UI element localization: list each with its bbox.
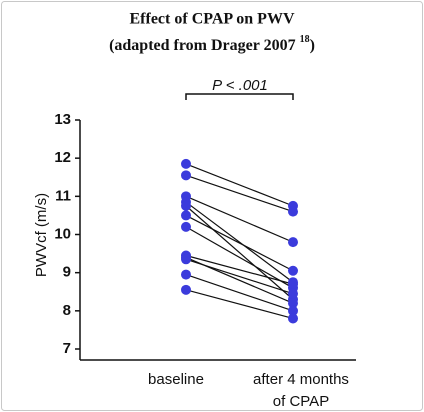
point	[181, 210, 191, 221]
subtitle-superscript: 18	[300, 34, 310, 45]
y-tick-label: 13	[54, 111, 71, 128]
point	[288, 313, 298, 324]
point	[288, 206, 298, 217]
point	[288, 237, 298, 248]
y-axis-label: PWVcf (m/s)	[33, 193, 50, 277]
point	[181, 254, 191, 265]
subject-line	[185, 254, 294, 285]
subject-line	[185, 274, 294, 312]
point	[288, 265, 298, 276]
subject-line	[185, 258, 294, 295]
subtitle-text: )	[310, 37, 315, 54]
point	[288, 305, 298, 316]
subject-line	[185, 289, 294, 320]
x-tick-label: after 4 months	[253, 371, 349, 388]
point	[288, 288, 298, 299]
point	[181, 284, 191, 295]
y-tick-label: 11	[55, 187, 71, 204]
chart-title: Effect of CPAP on PWV	[130, 11, 295, 28]
subject-line	[185, 214, 294, 272]
point	[181, 158, 191, 169]
point	[181, 221, 191, 232]
subject-line	[185, 195, 294, 243]
y-tick-label: 8	[63, 302, 71, 319]
x-tick-label: of CPAP	[273, 393, 329, 410]
point	[181, 170, 191, 181]
annotation: P < .001	[212, 77, 268, 94]
subtitle-text: (adapted from Drager 2007	[109, 37, 300, 54]
x-tick-label: baseline	[148, 371, 204, 388]
subject-line	[185, 205, 294, 300]
point	[181, 269, 191, 280]
subject-line	[185, 226, 294, 289]
subject-line	[185, 163, 294, 207]
y-tick-label: 9	[63, 264, 71, 281]
y-tick-label: 12	[54, 149, 71, 166]
y-tick-label: 7	[63, 340, 71, 357]
point	[288, 279, 298, 290]
point	[288, 298, 298, 309]
point	[181, 200, 191, 211]
y-tick-label: 10	[54, 225, 71, 242]
subject-line	[185, 201, 294, 283]
chart-subtitle: (adapted from Drager 2007 18)	[109, 34, 315, 53]
subject-line	[185, 174, 294, 213]
significance-bracket	[185, 93, 294, 100]
